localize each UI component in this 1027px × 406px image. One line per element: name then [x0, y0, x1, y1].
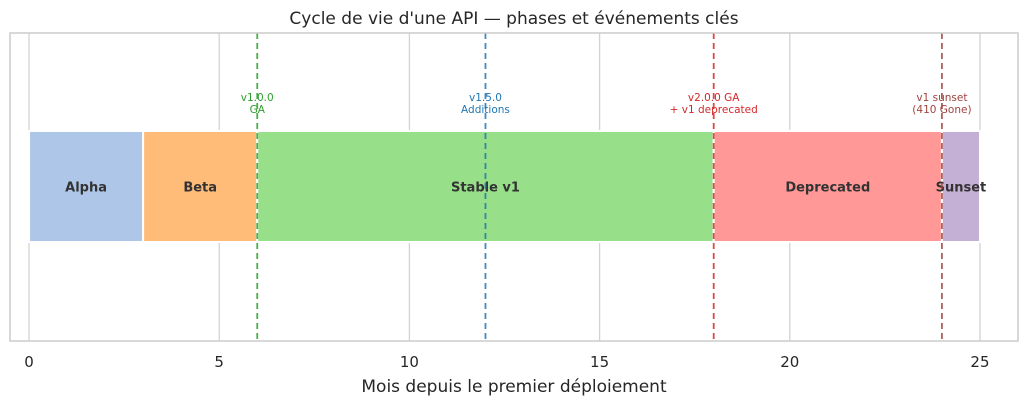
- event-label: (410 Gone): [912, 104, 971, 116]
- phase-bars: Alpha Beta Stable v1 Deprecated Sunset: [28, 130, 987, 243]
- phase-bar: [28, 130, 145, 243]
- event-label: Additions: [461, 104, 510, 116]
- phase-bar: [712, 130, 943, 243]
- event-label: v2.0.0 GA: [688, 92, 740, 104]
- x-tick-label: 0: [24, 353, 34, 371]
- phase-bar: [940, 130, 981, 243]
- event-label: v1.5.0: [469, 92, 502, 104]
- plot-frame: [9, 32, 1019, 342]
- x-tick-label: 15: [590, 353, 609, 371]
- x-tick-label: 10: [400, 353, 419, 371]
- phase-label: Alpha: [65, 181, 107, 196]
- phase-label: Beta: [183, 181, 217, 196]
- chart-title: Cycle de vie d'une API — phases et événe…: [289, 9, 738, 29]
- phase-label: Sunset: [936, 181, 987, 196]
- x-tick-label: 5: [214, 353, 224, 371]
- x-axis-label: Mois depuis le premier déploiement: [361, 377, 667, 397]
- x-tick-label: 25: [970, 353, 989, 371]
- event-label: v1.0.0: [241, 92, 274, 104]
- event-label: GA: [250, 104, 266, 116]
- phase-label: Deprecated: [785, 181, 870, 196]
- event-label: + v1 deprecated: [670, 104, 758, 116]
- x-axis-ticks: 0 5 10 15 20 25: [24, 353, 989, 371]
- x-tick-label: 20: [780, 353, 799, 371]
- event-label: v1 sunset: [916, 92, 967, 104]
